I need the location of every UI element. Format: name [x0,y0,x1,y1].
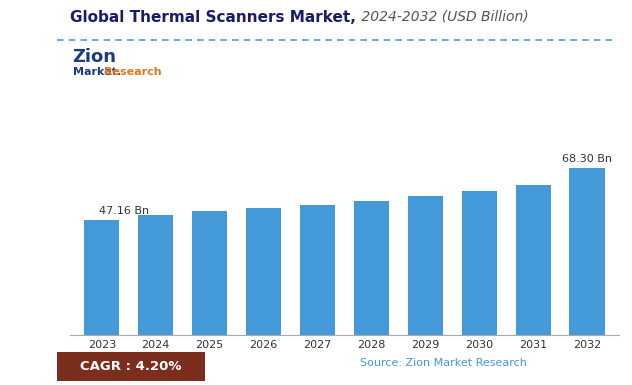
Bar [192,211,227,335]
Text: CAGR : 4.20%: CAGR : 4.20% [80,360,182,373]
Text: 68.30 Bn: 68.30 Bn [562,154,612,164]
Bar [569,168,605,335]
Text: Market.: Market. [73,67,121,77]
Bar [300,204,335,335]
Text: Zion: Zion [73,48,117,66]
Bar [516,185,550,335]
Bar [138,215,173,335]
Text: 2024-2032 (USD Billion): 2024-2032 (USD Billion) [357,10,529,23]
Text: Global Thermal Scanners Market,: Global Thermal Scanners Market, [70,10,355,25]
Bar [462,191,497,335]
Text: 47.16 Bn: 47.16 Bn [99,206,149,216]
Text: Source: Zion Market Research: Source: Zion Market Research [360,358,527,368]
Bar [354,201,389,335]
Bar [408,196,443,335]
Bar [246,208,281,335]
Text: Research: Research [104,67,162,77]
Bar [84,219,119,335]
